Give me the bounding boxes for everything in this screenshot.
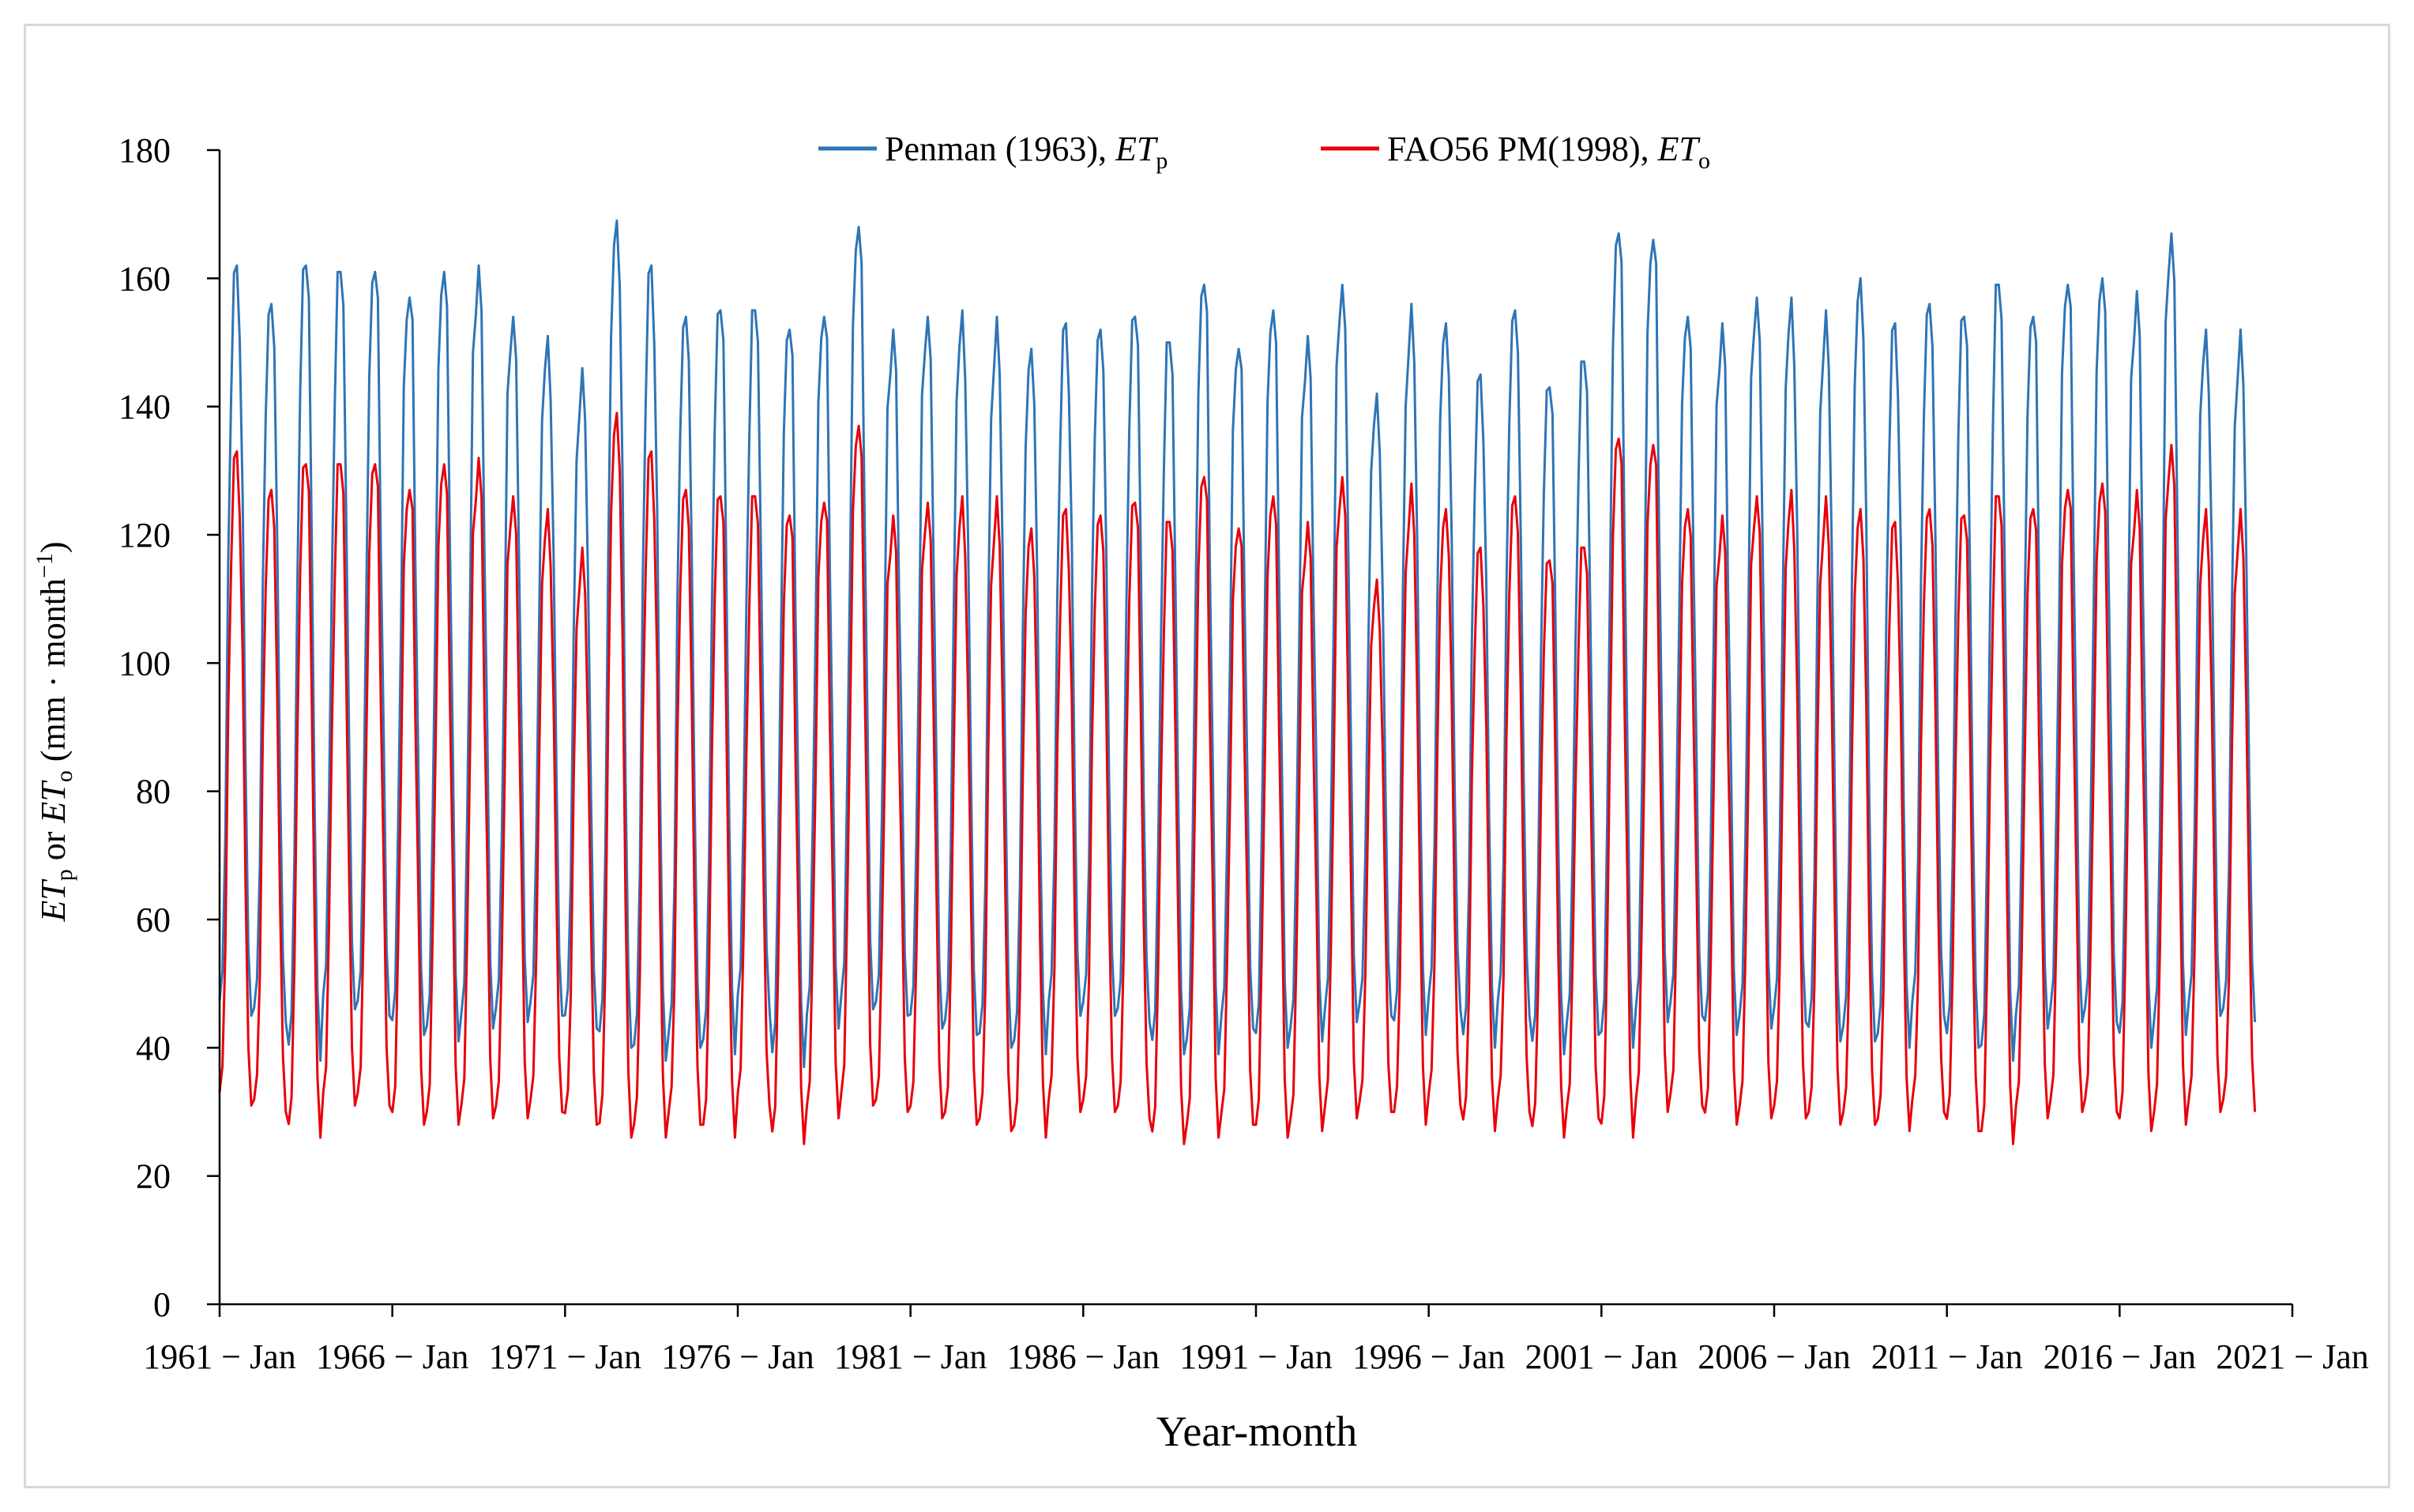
y-tick-label: 40 <box>136 1029 171 1067</box>
legend-penman-et: ET <box>1115 130 1159 168</box>
series-line-fao56 <box>218 412 2257 1145</box>
y-tick-label: 80 <box>136 773 171 811</box>
plot-lines <box>218 219 2257 1145</box>
y-title-sub2: o <box>51 770 77 782</box>
y-tick-label: 140 <box>118 388 171 427</box>
x-axis-title: Year-month <box>1156 1408 1357 1455</box>
x-tick-label: 2001 − Jan <box>1525 1337 1678 1376</box>
y-tick-label: 60 <box>136 901 171 939</box>
y-tick-label: 160 <box>118 259 171 298</box>
y-tick-label: 120 <box>118 516 171 555</box>
y-title-units: (mm · month <box>34 578 73 770</box>
y-tick-label: 180 <box>118 131 171 170</box>
y-tick-label: 20 <box>136 1157 171 1196</box>
x-tick-label: 1966 − Jan <box>316 1337 468 1376</box>
legend: Penman (1963), ETp FAO56 PM(1998), ETo <box>818 130 1710 174</box>
legend-fao-et: ET <box>1657 130 1701 168</box>
y-title-et1: ET <box>34 878 73 923</box>
legend-penman-main: Penman (1963), <box>885 130 1115 168</box>
x-tick-label: 2021 − Jan <box>2216 1337 2368 1376</box>
x-tick-label: 1971 − Jan <box>489 1337 641 1376</box>
y-title-et2: ET <box>34 780 73 824</box>
y-title-sub1: p <box>51 869 77 881</box>
x-tick-label: 2016 − Jan <box>2044 1337 2196 1376</box>
y-axis-title: ETp or ETo (mm · month−1) <box>32 541 77 922</box>
legend-label-penman: Penman (1963), ETp <box>885 130 1168 174</box>
x-tick-label: 1996 − Jan <box>1352 1337 1505 1376</box>
legend-label-fao: FAO56 PM(1998), ETo <box>1387 130 1710 174</box>
x-tick-label: 2011 − Jan <box>1871 1337 2023 1376</box>
y-title-or: or <box>34 823 73 870</box>
x-tick-label: 1981 − Jan <box>834 1337 987 1376</box>
x-tick-label: 2006 − Jan <box>1698 1337 1850 1376</box>
legend-penman-sub: p <box>1156 148 1168 174</box>
x-tick-label: 1986 − Jan <box>1007 1337 1160 1376</box>
x-ticks: 1961 − Jan 1966 − Jan 1971 − Jan 1976 − Jan… <box>143 1304 2369 1376</box>
legend-fao-sub: o <box>1698 148 1710 174</box>
legend-fao-main: FAO56 PM(1998), <box>1387 130 1658 168</box>
y-title-close: ) <box>34 541 73 553</box>
y-tick-label: 0 <box>153 1285 171 1324</box>
y-title-sup: −1 <box>32 553 58 578</box>
y-tick-label: 100 <box>118 644 171 683</box>
y-ticks: 0 20 40 60 80 100 120 140 160 180 <box>118 131 220 1324</box>
x-tick-label: 1961 − Jan <box>143 1337 295 1376</box>
x-tick-label: 1991 − Jan <box>1179 1337 1332 1376</box>
x-tick-label: 1976 − Jan <box>661 1337 814 1376</box>
series-line-penman <box>218 219 2257 1069</box>
